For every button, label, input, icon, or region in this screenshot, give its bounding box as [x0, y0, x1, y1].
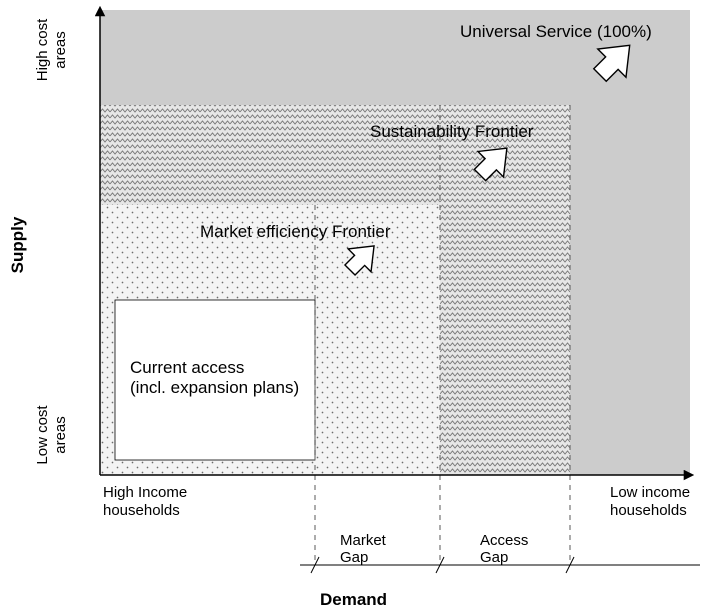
diagram-root: Supply Demand Low costareas High costare… [0, 0, 724, 611]
label-access-gap: AccessGap [480, 533, 528, 566]
label-universal-service: Universal Service (100%) [460, 22, 652, 42]
x-axis-sub-right: Low incomehouseholds [610, 484, 690, 520]
x-axis-sub-left: High Incomehouseholds [103, 484, 187, 520]
y-axis-sub-high: High costareas [34, 19, 70, 82]
y-axis-label: Supply [8, 217, 28, 274]
label-current-access-line2: (incl. expansion plans) [130, 378, 299, 397]
label-current-access: Current access (incl. expansion plans) [130, 358, 299, 398]
label-sustainability-frontier: Sustainability Frontier [370, 122, 533, 142]
x-axis-label: Demand [320, 590, 387, 610]
y-axis-sub-low: Low costareas [34, 405, 70, 464]
label-current-access-line1: Current access [130, 358, 244, 377]
label-market-gap: MarketGap [340, 533, 386, 566]
label-market-efficiency-frontier: Market efficiency Frontier [200, 222, 391, 242]
